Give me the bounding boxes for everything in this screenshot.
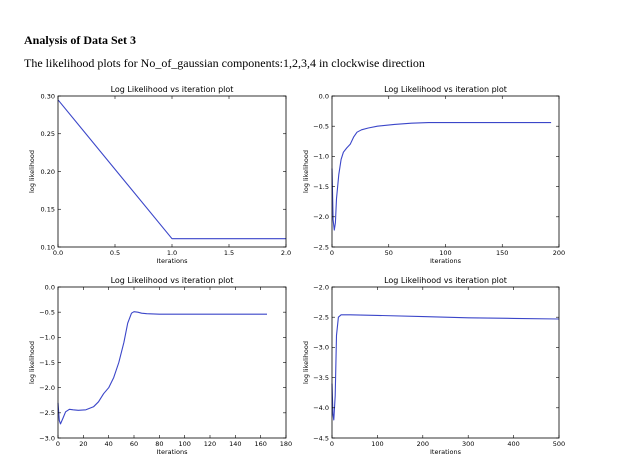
y-axis-label: log likelihood [28,341,36,384]
y-tick-label: −2.5 [313,314,329,322]
x-tick-label: 0.5 [110,249,120,257]
subplot-1: 0.0 0.5 1.0 1.5 2.0 0.10 0.15 0.20 0.25 0.30 Log L… [28,85,291,265]
y-tick-label: −4.0 [313,404,329,412]
y-tick-label: 0.20 [41,168,55,176]
x-tick-label: 50 [385,249,393,257]
y-axis-label: log likelihood [302,150,310,193]
x-tick-label: 200 [553,249,565,257]
x-tick-label: 1.0 [167,249,177,257]
x-axis-label: Iterations [157,257,189,265]
x-tick-label: 160 [254,440,266,448]
x-tick-label: 20 [79,440,87,448]
y-tick-label: −1.0 [39,334,55,342]
plot-frame [57,286,287,439]
series-line [331,314,560,421]
x-tick-label: 0 [330,249,334,257]
page-subtitle: The likelihood plots for No_of_gaussian … [24,56,425,70]
y-tick-label: 0.30 [41,92,55,100]
series-line [57,311,267,425]
x-tick-label: 0 [330,440,334,448]
y-tick-label: −2.5 [313,243,329,251]
x-tick-label: 500 [553,440,565,448]
y-tick-label: 0.0 [319,92,329,100]
x-tick-label: 40 [105,440,113,448]
y-tick-label: −3.0 [39,434,55,442]
y-tick-label: −2.0 [313,283,329,291]
y-tick-label: −1.0 [313,153,329,161]
x-tick-label: 2.0 [281,249,291,257]
y-axis-label: log likelihood [302,341,310,384]
x-tick-label: 1.5 [224,249,234,257]
y-axis-label: log likelihood [28,150,36,193]
plot-frame [331,95,560,248]
x-tick-label: 180 [280,440,292,448]
x-tick-label: 120 [204,440,216,448]
x-axis-label: Iterations [157,448,189,456]
plot-title: Log Likelihood vs iteration plot [384,276,507,285]
y-tick-label: −3.5 [313,374,329,382]
subplot-2: 0 50 100 150 200 −2.5 −2.0 −1.5 −1.0 −0.5 0.0 Log L… [302,85,565,265]
plot-frame [57,95,287,248]
subplot-4: 0 100 200 300 400 500 −4.5 −4.0 −3.5 −3.0 −2.5 −2.0… [302,276,565,456]
x-tick-label: 100 [439,249,451,257]
y-tick-label: 0.25 [41,130,55,138]
plot-title: Log Likelihood vs iteration plot [111,276,234,285]
page-heading: Analysis of Data Set 3 [24,33,137,47]
y-tick-label: −2.0 [39,384,55,392]
x-tick-label: 60 [130,440,138,448]
series-line [331,122,552,231]
y-tick-label: −4.5 [313,434,329,442]
y-tick-label: −2.5 [39,409,55,417]
y-tick-label: −3.0 [313,344,329,352]
plot-title: Log Likelihood vs iteration plot [384,85,507,94]
plot-title: Log Likelihood vs iteration plot [111,85,234,94]
x-tick-label: 100 [371,440,383,448]
plot-frame [331,286,560,439]
x-tick-label: 80 [155,440,163,448]
x-axis-label: Iterations [430,448,462,456]
y-tick-label: −1.5 [313,183,329,191]
y-tick-label: −2.0 [313,213,329,221]
x-tick-label: 0.0 [53,249,63,257]
x-tick-label: 140 [229,440,241,448]
y-tick-label: 0.0 [45,283,55,291]
x-tick-label: 300 [462,440,474,448]
x-tick-label: 200 [417,440,429,448]
x-tick-label: 150 [496,249,508,257]
x-tick-label: 0 [56,440,60,448]
series-line [57,99,286,240]
x-tick-label: 400 [507,440,519,448]
y-tick-label: −0.5 [313,123,329,131]
x-axis-label: Iterations [430,257,462,265]
y-tick-label: −1.5 [39,359,55,367]
y-tick-label: 0.15 [41,206,55,214]
subplot-3: 0 20 40 60 80 100 120 140 160 180 −3.0 −2.5 −2.0 −1.5… [28,276,292,456]
y-tick-label: 0.10 [41,243,55,251]
x-tick-label: 100 [178,440,190,448]
y-tick-label: −0.5 [39,308,55,316]
